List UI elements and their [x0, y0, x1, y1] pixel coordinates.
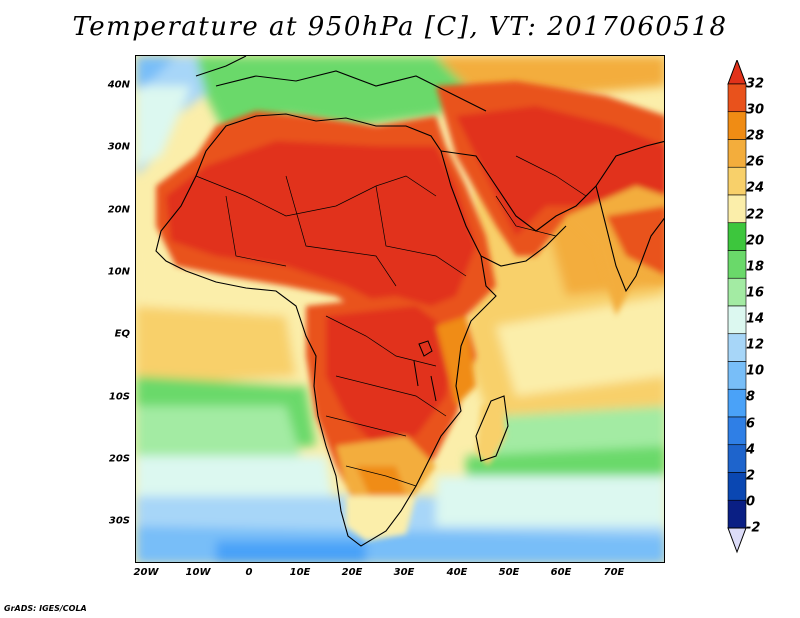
- lat-label: 20N: [107, 204, 130, 216]
- colorbar-segment: [727, 305, 747, 335]
- lat-label: 30N: [107, 141, 130, 153]
- lon-label: 0: [245, 567, 253, 578]
- map-panel: [135, 55, 665, 563]
- lon-label: 30E: [393, 567, 415, 578]
- lon-label: 40E: [446, 567, 468, 578]
- lat-label: 30S: [108, 515, 130, 527]
- colorbar-tick-label: 2: [746, 468, 756, 484]
- colorbar-segment: [727, 139, 747, 168]
- colorbar-segment: [727, 472, 747, 501]
- colorbar-tick-label: 22: [746, 207, 765, 223]
- lat-label: 20S: [108, 453, 130, 465]
- map-title: Temperature at 950hPa [C], VT: 201706051…: [72, 12, 728, 42]
- colorbar-tick-label: 20: [746, 233, 765, 249]
- colorbar-segment: [727, 83, 747, 113]
- colorbar-tick-label: -2: [746, 520, 761, 536]
- colorbar-segment: [727, 499, 747, 529]
- colorbar-tick-label: 4: [746, 442, 756, 458]
- colorbar-tick-label: 32: [746, 76, 765, 92]
- colorbar-segment: [727, 444, 747, 473]
- colorbar-segment: [727, 194, 747, 224]
- lon-label: 10W: [185, 567, 211, 578]
- colorbar-tick-label: 26: [746, 154, 765, 170]
- lon-label: 70E: [603, 567, 625, 578]
- colorbar-segment: [727, 333, 747, 362]
- colorbar: [727, 60, 747, 554]
- colorbar-segment: [727, 388, 747, 418]
- colorbar-arrow-bottom: [727, 527, 747, 554]
- colorbar-tick-label: 14: [746, 311, 765, 327]
- colorbar-tick-label: 18: [746, 259, 765, 275]
- colorbar-tick-label: 6: [746, 416, 756, 432]
- country-borders: [195, 155, 587, 487]
- colorbar-tick-label: 28: [746, 128, 765, 144]
- lat-label: 40N: [107, 79, 130, 91]
- colorbar-tick-label: 10: [746, 363, 765, 379]
- colorbar-segment: [727, 166, 747, 196]
- land-field: [156, 81, 664, 541]
- lat-label: EQ: [114, 328, 130, 340]
- colorbar-tick-label: 16: [746, 285, 765, 301]
- colorbar-tick-label: 8: [746, 389, 756, 405]
- credit-text: GrADS: IGES/COLA: [4, 604, 87, 613]
- lakes: [413, 340, 437, 402]
- lon-label: 10E: [289, 567, 311, 578]
- lon-label: 20W: [133, 567, 159, 578]
- colorbar-segment: [727, 111, 747, 140]
- colorbar-segment: [727, 222, 747, 251]
- colorbar-segment: [727, 416, 747, 446]
- lon-label: 20E: [341, 567, 363, 578]
- lat-label: 10N: [107, 266, 130, 278]
- temperature-map: [136, 56, 664, 562]
- colorbar-tick-label: 30: [746, 102, 765, 118]
- colorbar-arrow-top: [727, 60, 747, 85]
- lat-label: 10S: [108, 391, 130, 403]
- coastlines: [155, 56, 664, 547]
- colorbar-segment: [727, 361, 747, 390]
- lon-label: 60E: [550, 567, 572, 578]
- colorbar-tick-label: 24: [746, 180, 765, 196]
- lon-label: 50E: [498, 567, 520, 578]
- colorbar-tick-label: 0: [746, 494, 756, 510]
- colorbar-tick-label: 12: [746, 337, 765, 353]
- colorbar-segment: [727, 277, 747, 307]
- colorbar-segment: [727, 250, 747, 279]
